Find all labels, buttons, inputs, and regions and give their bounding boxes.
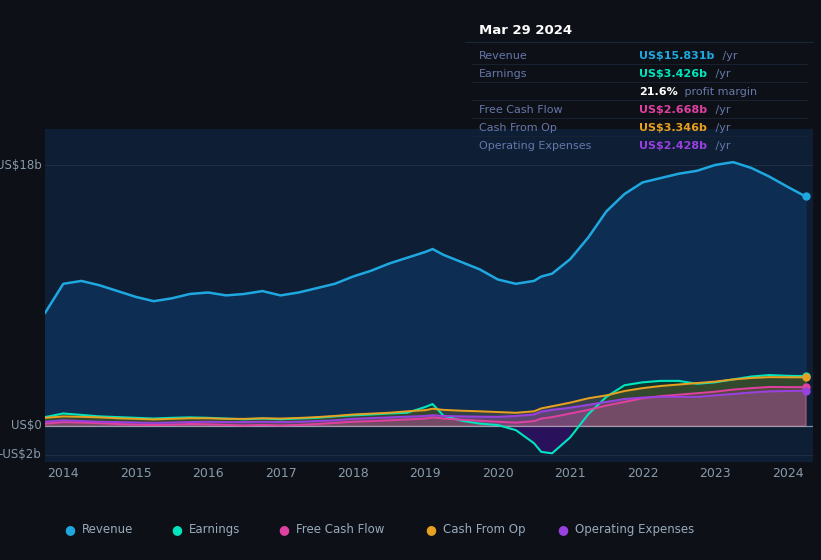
Text: Operating Expenses: Operating Expenses bbox=[575, 522, 694, 536]
Text: US$18b: US$18b bbox=[0, 158, 41, 171]
Text: ●: ● bbox=[557, 522, 568, 536]
Text: /yr: /yr bbox=[719, 52, 738, 62]
Text: US$15.831b: US$15.831b bbox=[639, 52, 714, 62]
Text: Free Cash Flow: Free Cash Flow bbox=[296, 522, 384, 536]
Text: ●: ● bbox=[425, 522, 437, 536]
Text: US$2.428b: US$2.428b bbox=[639, 141, 707, 151]
Text: ●: ● bbox=[277, 522, 289, 536]
Text: ●: ● bbox=[64, 522, 76, 536]
Text: 21.6%: 21.6% bbox=[639, 87, 678, 97]
Text: Revenue: Revenue bbox=[479, 52, 527, 62]
Text: /yr: /yr bbox=[712, 141, 730, 151]
Text: Mar 29 2024: Mar 29 2024 bbox=[479, 24, 571, 37]
Text: -US$2b: -US$2b bbox=[0, 448, 41, 461]
Text: US$3.346b: US$3.346b bbox=[639, 123, 707, 133]
Text: US$0: US$0 bbox=[11, 419, 41, 432]
Text: US$3.426b: US$3.426b bbox=[639, 69, 707, 80]
Text: /yr: /yr bbox=[712, 105, 730, 115]
Text: ●: ● bbox=[171, 522, 182, 536]
Text: Earnings: Earnings bbox=[479, 69, 527, 80]
Text: Revenue: Revenue bbox=[82, 522, 134, 536]
Text: Cash From Op: Cash From Op bbox=[443, 522, 525, 536]
Text: Earnings: Earnings bbox=[189, 522, 241, 536]
Text: US$2.668b: US$2.668b bbox=[639, 105, 707, 115]
Text: profit margin: profit margin bbox=[681, 87, 757, 97]
Text: Operating Expenses: Operating Expenses bbox=[479, 141, 591, 151]
Text: /yr: /yr bbox=[712, 69, 730, 80]
Text: Free Cash Flow: Free Cash Flow bbox=[479, 105, 562, 115]
Text: /yr: /yr bbox=[712, 123, 730, 133]
Text: Cash From Op: Cash From Op bbox=[479, 123, 557, 133]
